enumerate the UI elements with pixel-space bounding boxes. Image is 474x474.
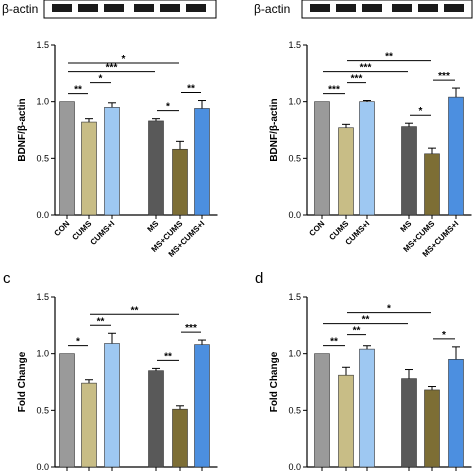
bar-cums — [338, 127, 354, 216]
y-tick-label: 0.0 — [288, 210, 301, 220]
bar-ms — [148, 370, 164, 468]
significance-label: *** — [438, 71, 450, 82]
blot-label-right: β-actin — [254, 2, 290, 16]
significance-label: ** — [131, 305, 139, 316]
y-tick-label: 0.5 — [36, 153, 49, 163]
blot-label-left: β-actin — [2, 2, 38, 16]
bar-ms-plus-cums-plus-i — [194, 344, 210, 468]
significance-label: *** — [360, 63, 372, 74]
bar-cums — [81, 382, 97, 468]
significance-label: ** — [385, 52, 393, 63]
y-tick-label: 0.0 — [36, 462, 49, 472]
bar-cums-plus-i — [359, 101, 375, 216]
y-axis-label: Fold Change — [269, 351, 280, 412]
x-tick-label: CUMS+I — [89, 219, 117, 247]
y-tick-label: 1.0 — [36, 97, 49, 107]
significance-label: ** — [330, 337, 338, 348]
y-tick-label: 1.5 — [36, 292, 49, 302]
bar-con — [59, 353, 75, 468]
bar-ms-plus-cums-plus-i — [448, 96, 464, 216]
significance-label: * — [166, 102, 170, 113]
bar-ms — [401, 378, 417, 468]
significance-label: ** — [97, 316, 105, 327]
bar-ms-plus-cums — [424, 389, 440, 468]
y-tick-label: 1.0 — [288, 97, 301, 107]
bar-ms-plus-cums — [424, 153, 440, 216]
bar-ms-plus-cums-plus-i — [194, 108, 210, 216]
bar-cums — [338, 374, 354, 468]
bar-cums-plus-i — [359, 348, 375, 468]
significance-label: *** — [328, 85, 340, 96]
y-axis-label: Fold Change — [17, 351, 28, 412]
x-tick-label: CON — [307, 219, 326, 238]
significance-label: ** — [164, 351, 172, 362]
y-axis-label: BDNF/β-actin — [17, 98, 28, 161]
bar-cums-plus-i — [104, 343, 120, 468]
panel-label: c — [3, 270, 11, 287]
bar-con — [314, 101, 330, 216]
x-tick-label: MS — [399, 219, 414, 234]
x-tick-label: MS — [146, 219, 161, 234]
significance-label: *** — [106, 63, 118, 74]
y-tick-label: 1.5 — [36, 40, 49, 50]
bar-ms — [148, 120, 164, 216]
significance-label: * — [387, 304, 391, 315]
bar-ms-plus-cums-plus-i — [448, 359, 464, 468]
y-tick-label: 0.0 — [36, 210, 49, 220]
significance-label: ** — [187, 84, 195, 95]
panel-label: d — [255, 270, 263, 287]
bar-ms-plus-cums — [172, 408, 188, 468]
bar-ms-plus-cums — [172, 148, 188, 216]
y-tick-label: 1.0 — [36, 349, 49, 359]
y-tick-label: 0.5 — [36, 405, 49, 415]
x-tick-label: CON — [52, 219, 71, 238]
significance-label: *** — [185, 323, 197, 334]
significance-label: ** — [74, 85, 82, 96]
y-tick-label: 1.5 — [288, 292, 301, 302]
significance-label: *** — [351, 74, 363, 85]
bar-con — [314, 353, 330, 468]
significance-label: * — [442, 330, 446, 341]
y-tick-label: 0.5 — [288, 153, 301, 163]
significance-label: ** — [353, 326, 361, 337]
y-tick-label: 1.0 — [288, 349, 301, 359]
y-axis-label: BDNF/β-actin — [269, 98, 280, 161]
y-tick-label: 1.5 — [288, 40, 301, 50]
y-tick-label: 0.0 — [288, 462, 301, 472]
significance-label: * — [122, 54, 126, 65]
significance-label: * — [99, 74, 103, 85]
bar-cums — [81, 121, 97, 216]
blot-strip-right — [301, 0, 473, 19]
bar-con — [59, 101, 75, 216]
bar-cums-plus-i — [104, 107, 120, 216]
y-tick-label: 0.5 — [288, 405, 301, 415]
blot-strip-left — [43, 0, 217, 19]
significance-label: ** — [362, 315, 370, 326]
significance-label: * — [419, 106, 423, 117]
significance-label: * — [76, 337, 80, 348]
bar-ms — [401, 126, 417, 216]
